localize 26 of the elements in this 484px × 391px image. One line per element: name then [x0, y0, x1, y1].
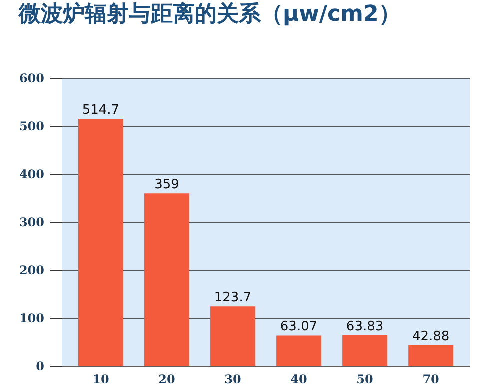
y-tick-label: 600: [19, 72, 44, 86]
x-tick-label: 30: [224, 372, 242, 386]
y-tick-label: 400: [19, 168, 44, 182]
x-tick-label: 10: [92, 372, 110, 386]
y-tick-label: 0: [36, 360, 44, 374]
y-tick-label: 200: [19, 264, 44, 278]
x-tick-label: 50: [356, 372, 374, 386]
data-label: 42.88: [412, 329, 450, 344]
y-tick-label: 300: [19, 216, 44, 230]
data-label: 514.7: [82, 102, 120, 118]
bar: [408, 345, 454, 366]
bar: [342, 335, 388, 366]
bar: [78, 118, 124, 366]
data-label: 63.07: [280, 320, 318, 335]
bar: [276, 336, 322, 366]
data-label: 123.7: [214, 290, 252, 306]
chart-title: 微波炉辐射与距离的关系（μw/cm2）: [18, 1, 401, 27]
x-tick-label: 40: [290, 372, 308, 386]
x-tick-label: 70: [422, 372, 440, 386]
bar: [144, 194, 190, 366]
x-tick-label: 20: [158, 372, 176, 386]
data-label: 63.83: [346, 319, 384, 334]
data-label: 359: [154, 178, 180, 193]
y-tick-label: 500: [19, 120, 44, 134]
bar: [210, 306, 256, 366]
y-tick-label: 100: [19, 312, 44, 326]
